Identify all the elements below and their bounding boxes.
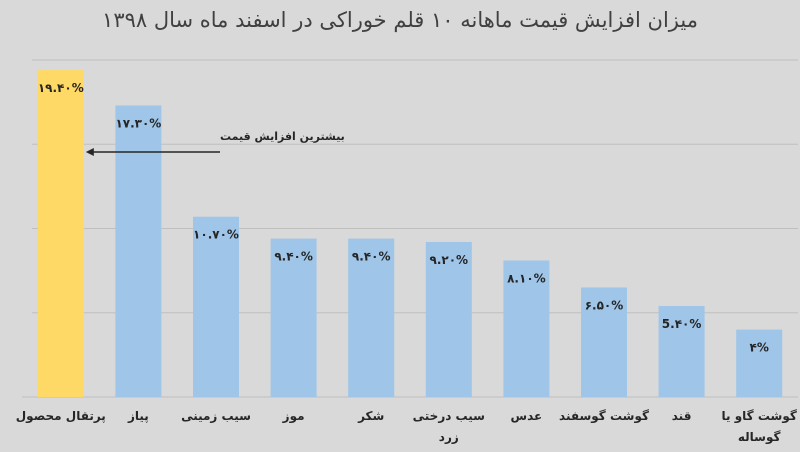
category-label: پیاز xyxy=(127,409,149,423)
category-label: قند xyxy=(672,409,692,423)
bar xyxy=(348,238,395,397)
category-label: عدس xyxy=(511,409,543,423)
data-label: ۸.۱۰% xyxy=(507,272,546,286)
bar xyxy=(581,287,627,397)
category-label: موز xyxy=(282,409,305,424)
data-label: ۱۰.۷۰% xyxy=(193,228,239,242)
category-label: پرتقال محصول xyxy=(16,409,106,424)
category-label: سیب زمینی xyxy=(181,409,251,423)
category-label: شکر xyxy=(357,409,384,423)
bar xyxy=(736,329,783,397)
data-label: ۱۹.۴۰% xyxy=(38,81,84,95)
data-label: ۱۷.۳۰% xyxy=(115,116,161,130)
bar xyxy=(37,70,84,398)
category-label: گوساله xyxy=(738,430,781,445)
bar xyxy=(193,216,239,397)
bar xyxy=(270,238,317,397)
bar xyxy=(658,306,705,397)
category-label: زرد xyxy=(439,430,459,444)
data-label: ۶.۵۰% xyxy=(585,298,624,312)
category-label: گوشت گاو یا xyxy=(722,409,797,424)
annotation-text: بیشترین افزایش قیمت xyxy=(220,130,345,143)
annotation-arrow-head xyxy=(85,148,94,156)
data-label: ۴% xyxy=(750,341,769,355)
bar xyxy=(425,241,472,397)
data-label: ۹.۴۰% xyxy=(274,250,313,264)
chart-title: میزان افزایش قیمت ماهانه ۱۰ قلم خوراکی د… xyxy=(102,8,698,32)
category-label: سیب درختی xyxy=(413,409,485,423)
bar xyxy=(503,260,550,397)
bar xyxy=(115,105,162,398)
category-label: گوشت گوسفند xyxy=(559,409,649,424)
data-label: ۹.۲۰% xyxy=(430,253,469,267)
data-label: 5.۴۰% xyxy=(662,317,702,331)
data-label: ۹.۴۰% xyxy=(352,250,391,264)
